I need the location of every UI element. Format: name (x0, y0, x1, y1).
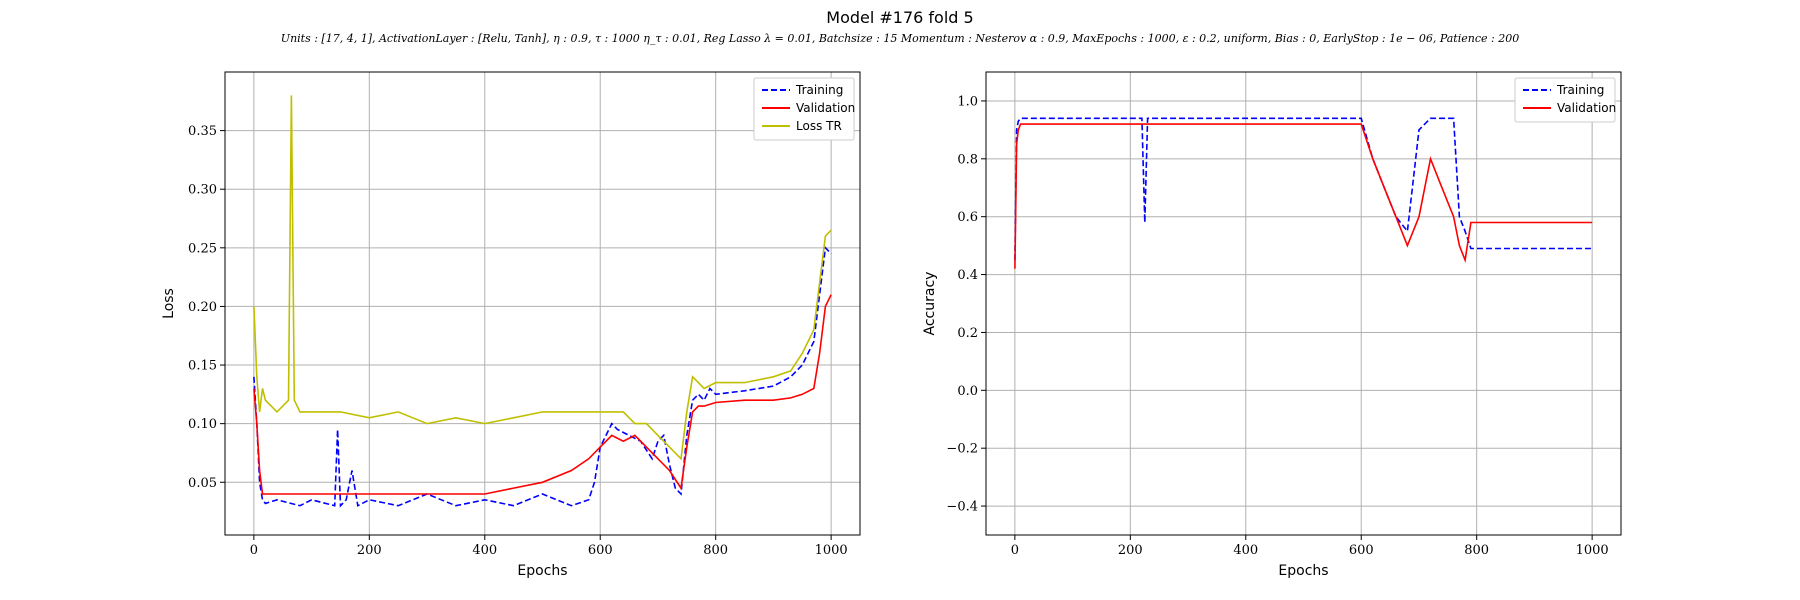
figure-title: Model #176 fold 5 (826, 8, 973, 27)
y-tick-label: −0.4 (946, 500, 978, 515)
y-tick-label: 0.25 (188, 241, 217, 256)
legend-label: Training (1556, 83, 1604, 97)
x-tick-label: 200 (357, 543, 382, 558)
y-tick-label: 0.8 (957, 152, 978, 167)
x-tick-label: 200 (1118, 543, 1143, 558)
accuracy-plot: 0 200 400 600 800 1000 −0.4 −0.2 0.0 0.2 0.4 0.6 0.8… (922, 71, 1622, 579)
x-tick-label: 800 (703, 543, 728, 558)
x-tick-label: 1000 (815, 543, 848, 558)
y-tick-label: 0.35 (188, 124, 217, 139)
legend-label: Loss TR (796, 119, 842, 133)
figure-subtitle: Units : [17, 4, 1], ActivationLayer : [R… (281, 32, 1519, 45)
y-tick-label: 0.0 (957, 384, 978, 399)
y-tick-label: 0.6 (957, 210, 978, 225)
y-axis-label: Loss (161, 288, 177, 319)
legend-label: Validation (1557, 101, 1616, 115)
legend-box (753, 77, 855, 141)
y-tick-label: 0.4 (957, 268, 978, 283)
series-line-training (253, 246, 832, 508)
x-axis-label: Epochs (1278, 563, 1328, 579)
series-line-training (1014, 117, 1593, 261)
legend-label: Training (795, 83, 843, 97)
plot-frame (224, 71, 861, 536)
series-line-validation (253, 294, 832, 495)
legend-box (1514, 77, 1616, 123)
x-tick-label: 600 (588, 543, 613, 558)
y-tick-label: 0.10 (188, 417, 217, 432)
legend-label: Validation (796, 101, 855, 115)
plot-frame (985, 71, 1622, 536)
x-tick-label: 0 (1011, 543, 1019, 558)
x-tick-label: 400 (472, 543, 497, 558)
legend: Training Validation Loss TR (753, 77, 855, 141)
x-tick-label: 1000 (1576, 543, 1609, 558)
loss-plot: 0 200 400 600 800 1000 0.05 0.10 0.15 0.20 0.25 0.3… (161, 71, 861, 579)
series-line-loss-tr (253, 95, 832, 461)
x-axis-label: Epochs (517, 563, 567, 579)
y-tick-label: 0.30 (188, 183, 217, 198)
y-tick-label: 1.0 (957, 94, 978, 109)
series-line-validation (1014, 123, 1593, 269)
x-tick-label: 800 (1464, 543, 1489, 558)
x-tick-label: 400 (1233, 543, 1258, 558)
x-tick-label: 600 (1349, 543, 1374, 558)
y-tick-label: 0.15 (188, 359, 217, 374)
y-tick-label: 0.05 (188, 476, 217, 491)
y-axis-label: Accuracy (922, 272, 938, 336)
y-tick-label: 0.2 (957, 326, 978, 341)
y-tick-label: −0.2 (946, 442, 978, 457)
x-tick-label: 0 (250, 543, 258, 558)
y-tick-label: 0.20 (188, 300, 217, 315)
legend: Training Validation (1514, 77, 1616, 123)
